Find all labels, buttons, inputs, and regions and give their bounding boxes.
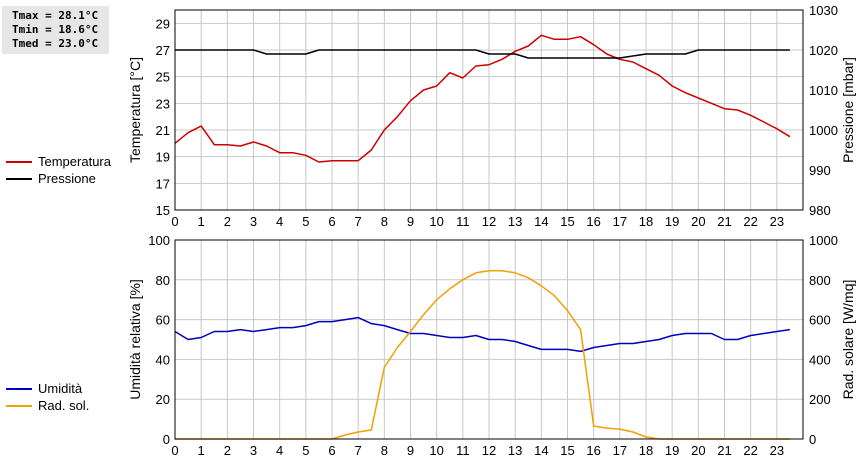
legend-swatch xyxy=(6,178,32,180)
x-tick-label: 12 xyxy=(482,443,496,458)
x-tick-label: 9 xyxy=(407,443,414,458)
y-right-tick-label: 600 xyxy=(809,313,831,328)
legend-label: Rad. sol. xyxy=(38,398,90,413)
x-tick-label: 0 xyxy=(171,214,178,229)
series-line-umidit xyxy=(174,316,791,353)
x-tick-label: 8 xyxy=(381,214,388,229)
y-tick-label: 23 xyxy=(156,96,170,111)
x-tick-label: 14 xyxy=(534,214,548,229)
x-tick-label: 5 xyxy=(302,214,309,229)
tmin-readout: Tmin = 18.6°C xyxy=(12,23,99,36)
x-tick-label: 16 xyxy=(586,214,600,229)
legend-label: Pressione xyxy=(38,171,96,186)
x-tick-label: 1 xyxy=(198,443,205,458)
x-tick-label: 19 xyxy=(665,214,679,229)
y-tick-label: 60 xyxy=(156,313,170,328)
x-tick-label: 17 xyxy=(613,214,627,229)
x-tick-label: 2 xyxy=(224,214,231,229)
y-axis-label: Temperatura [°C] xyxy=(127,57,143,163)
x-tick-label: 0 xyxy=(171,443,178,458)
stats-box: Tmax = 28.1°C Tmin = 18.6°C Tmed = 23.0°… xyxy=(2,6,109,54)
y-right-tick-label: 400 xyxy=(809,352,831,367)
x-tick-label: 3 xyxy=(250,214,257,229)
plot-frame xyxy=(174,239,804,440)
y-right-tick-label: 800 xyxy=(809,273,831,288)
y-right-tick-label: 1000 xyxy=(809,123,838,138)
x-tick-label: 20 xyxy=(691,443,705,458)
x-tick-label: 21 xyxy=(717,214,731,229)
y-tick-label: 100 xyxy=(148,233,170,248)
x-tick-label: 8 xyxy=(381,443,388,458)
y-tick-label: 0 xyxy=(163,432,170,447)
y-tick-label: 27 xyxy=(156,43,170,58)
x-tick-label: 11 xyxy=(456,443,470,458)
y-axis-label: Umidità relativa [%] xyxy=(127,279,143,400)
x-tick-label: 15 xyxy=(560,214,574,229)
x-tick-label: 5 xyxy=(302,443,309,458)
x-tick-label: 11 xyxy=(456,214,470,229)
y-right-tick-label: 1000 xyxy=(809,233,838,248)
x-tick-label: 7 xyxy=(355,443,362,458)
legend-swatch xyxy=(6,388,32,390)
x-tick-label: 2 xyxy=(224,443,231,458)
x-tick-label: 13 xyxy=(508,214,522,229)
y-right-tick-label: 990 xyxy=(809,163,831,178)
y-tick-label: 15 xyxy=(156,203,170,218)
y-right-tick-label: 0 xyxy=(809,432,816,447)
x-tick-label: 22 xyxy=(743,443,757,458)
y-right-tick-label: 1010 xyxy=(809,83,838,98)
x-tick-label: 23 xyxy=(770,443,784,458)
legend-label: Umidità xyxy=(38,381,83,396)
x-tick-label: 4 xyxy=(276,214,283,229)
x-tick-label: 18 xyxy=(639,443,653,458)
x-tick-label: 21 xyxy=(717,443,731,458)
plot-frame xyxy=(174,9,804,211)
legend-swatch xyxy=(6,405,32,407)
tmed-readout: Tmed = 23.0°C xyxy=(12,37,99,50)
y-tick-label: 21 xyxy=(156,123,170,138)
y-tick-label: 19 xyxy=(156,150,170,165)
legend-label: Temperatura xyxy=(38,154,111,169)
x-tick-label: 10 xyxy=(429,214,443,229)
x-tick-label: 1 xyxy=(198,214,205,229)
x-tick-label: 17 xyxy=(613,443,627,458)
y-right-axis-label: Rad. solare [W/mq] xyxy=(840,280,856,400)
y-right-tick-label: 980 xyxy=(809,203,831,218)
x-tick-label: 20 xyxy=(691,214,705,229)
x-tick-label: 15 xyxy=(560,443,574,458)
x-tick-label: 22 xyxy=(743,214,757,229)
x-tick-label: 10 xyxy=(429,443,443,458)
y-tick-label: 25 xyxy=(156,70,170,85)
y-right-tick-label: 200 xyxy=(809,392,831,407)
x-tick-label: 9 xyxy=(407,214,414,229)
tmax-readout: Tmax = 28.1°C xyxy=(12,9,99,22)
y-right-tick-label: 1030 xyxy=(809,3,838,18)
x-tick-label: 13 xyxy=(508,443,522,458)
legend-swatch xyxy=(6,161,32,163)
series-line-rad-sol xyxy=(175,270,790,440)
y-tick-label: 80 xyxy=(156,273,170,288)
y-tick-label: 17 xyxy=(156,176,170,191)
x-tick-label: 16 xyxy=(586,443,600,458)
series-line-temperatura xyxy=(174,34,791,163)
x-tick-label: 14 xyxy=(534,443,548,458)
y-right-axis-label: Pressione [mbar] xyxy=(840,57,856,163)
x-tick-label: 23 xyxy=(770,214,784,229)
y-tick-label: 40 xyxy=(156,352,170,367)
y-tick-label: 20 xyxy=(156,392,170,407)
series-line-pressione xyxy=(175,49,790,59)
x-tick-label: 3 xyxy=(250,443,257,458)
x-tick-label: 6 xyxy=(328,214,335,229)
x-tick-label: 7 xyxy=(355,214,362,229)
x-tick-label: 18 xyxy=(639,214,653,229)
x-tick-label: 12 xyxy=(482,214,496,229)
x-tick-label: 6 xyxy=(328,443,335,458)
x-tick-label: 4 xyxy=(276,443,283,458)
x-tick-label: 19 xyxy=(665,443,679,458)
y-tick-label: 29 xyxy=(156,16,170,31)
y-right-tick-label: 1020 xyxy=(809,43,838,58)
